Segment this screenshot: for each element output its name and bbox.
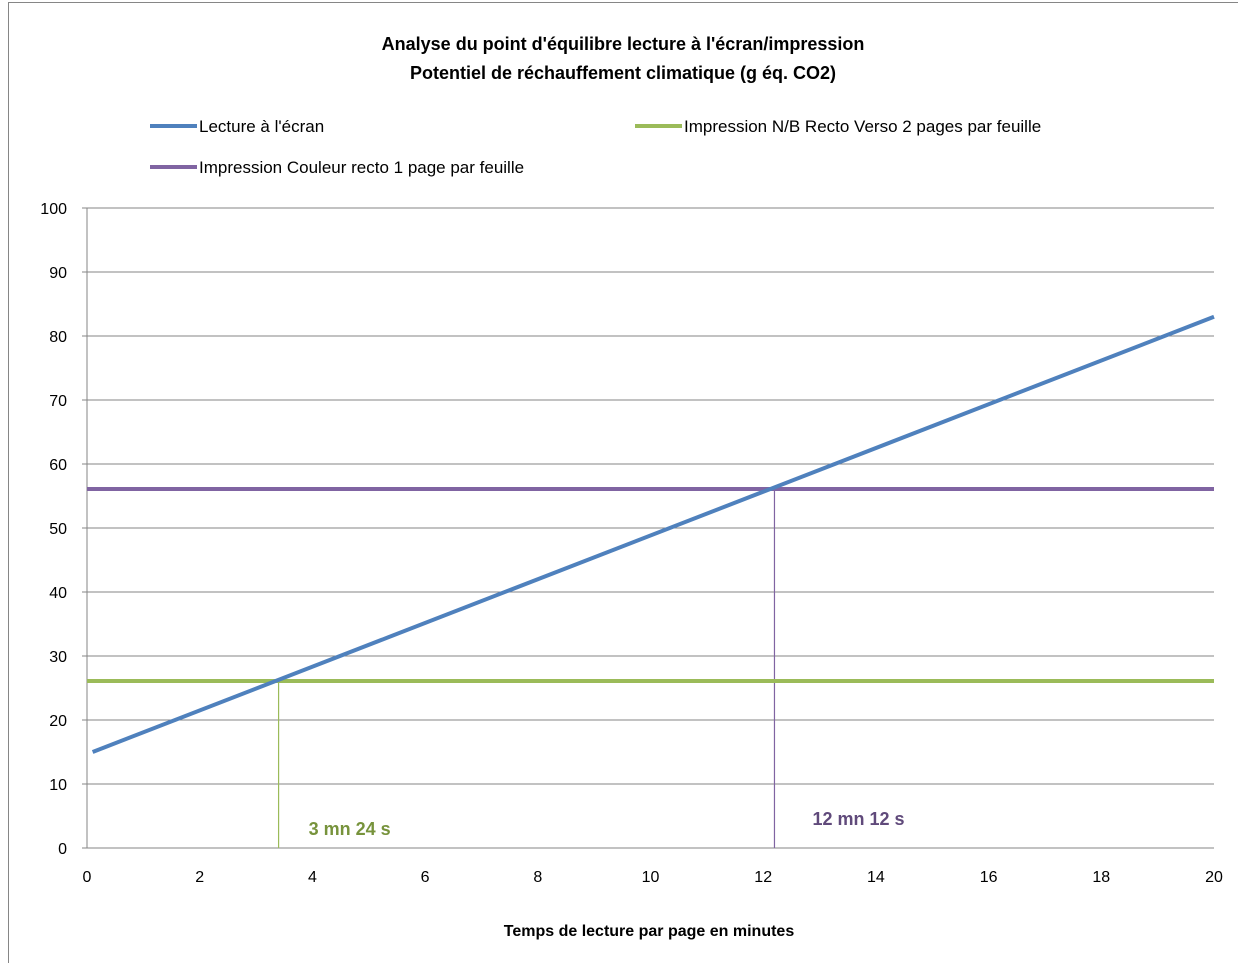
y-tick-label: 60 [49, 457, 67, 474]
y-tick-label: 30 [49, 649, 67, 666]
x-tick-label: 8 [533, 869, 542, 886]
x-tick-label: 2 [195, 869, 204, 886]
x-tick-label: 10 [642, 869, 660, 886]
x-tick-label: 0 [83, 869, 92, 886]
y-tick-label: 20 [49, 713, 67, 730]
annotation-label-2: 12 mn 12 s [812, 809, 904, 829]
x-axis-label: Temps de lecture par page en minutes [504, 923, 795, 940]
chart-title-line1: Analyse du point d'équilibre lecture à l… [382, 34, 865, 54]
y-tick-label: 100 [40, 201, 67, 218]
axes: 0 10 20 30 40 50 60 70 80 90 100 0 2 4 6 8 10 12 14 16 18 20 [40, 201, 1223, 886]
annotations: 3 mn 24 s 12 mn 12 s [309, 809, 905, 839]
legend: Lecture à l'écran Impression N/B Recto Ve… [150, 117, 1041, 177]
guide-lines [277, 488, 776, 848]
x-tick-label: 4 [308, 869, 317, 886]
legend-label-2: Impression N/B Recto Verso 2 pages par f… [684, 117, 1041, 136]
x-tick-label: 18 [1092, 869, 1110, 886]
x-tick-label: 6 [421, 869, 430, 886]
y-tick-label: 0 [58, 841, 67, 858]
y-tick-label: 80 [49, 329, 67, 346]
y-tick-label: 10 [49, 777, 67, 794]
annotation-label-1: 3 mn 24 s [309, 819, 391, 839]
y-tick-label: 70 [49, 393, 67, 410]
x-tick-label: 16 [980, 869, 998, 886]
series-line-1 [91, 314, 1215, 754]
y-tick-label: 50 [49, 521, 67, 538]
legend-label-3: Impression Couleur recto 1 page par feui… [199, 158, 524, 177]
x-tick-label: 12 [754, 869, 772, 886]
legend-label-1: Lecture à l'écran [199, 117, 324, 136]
series [87, 314, 1215, 754]
x-tick-label: 14 [867, 869, 885, 886]
x-tick-label: 20 [1205, 869, 1223, 886]
chart-frame [8, 2, 1238, 963]
y-tick-label: 40 [49, 585, 67, 602]
grid [87, 207, 1214, 785]
chart-title-line2: Potentiel de réchauffement climatique (g… [410, 63, 836, 83]
y-tick-label: 90 [49, 265, 67, 282]
